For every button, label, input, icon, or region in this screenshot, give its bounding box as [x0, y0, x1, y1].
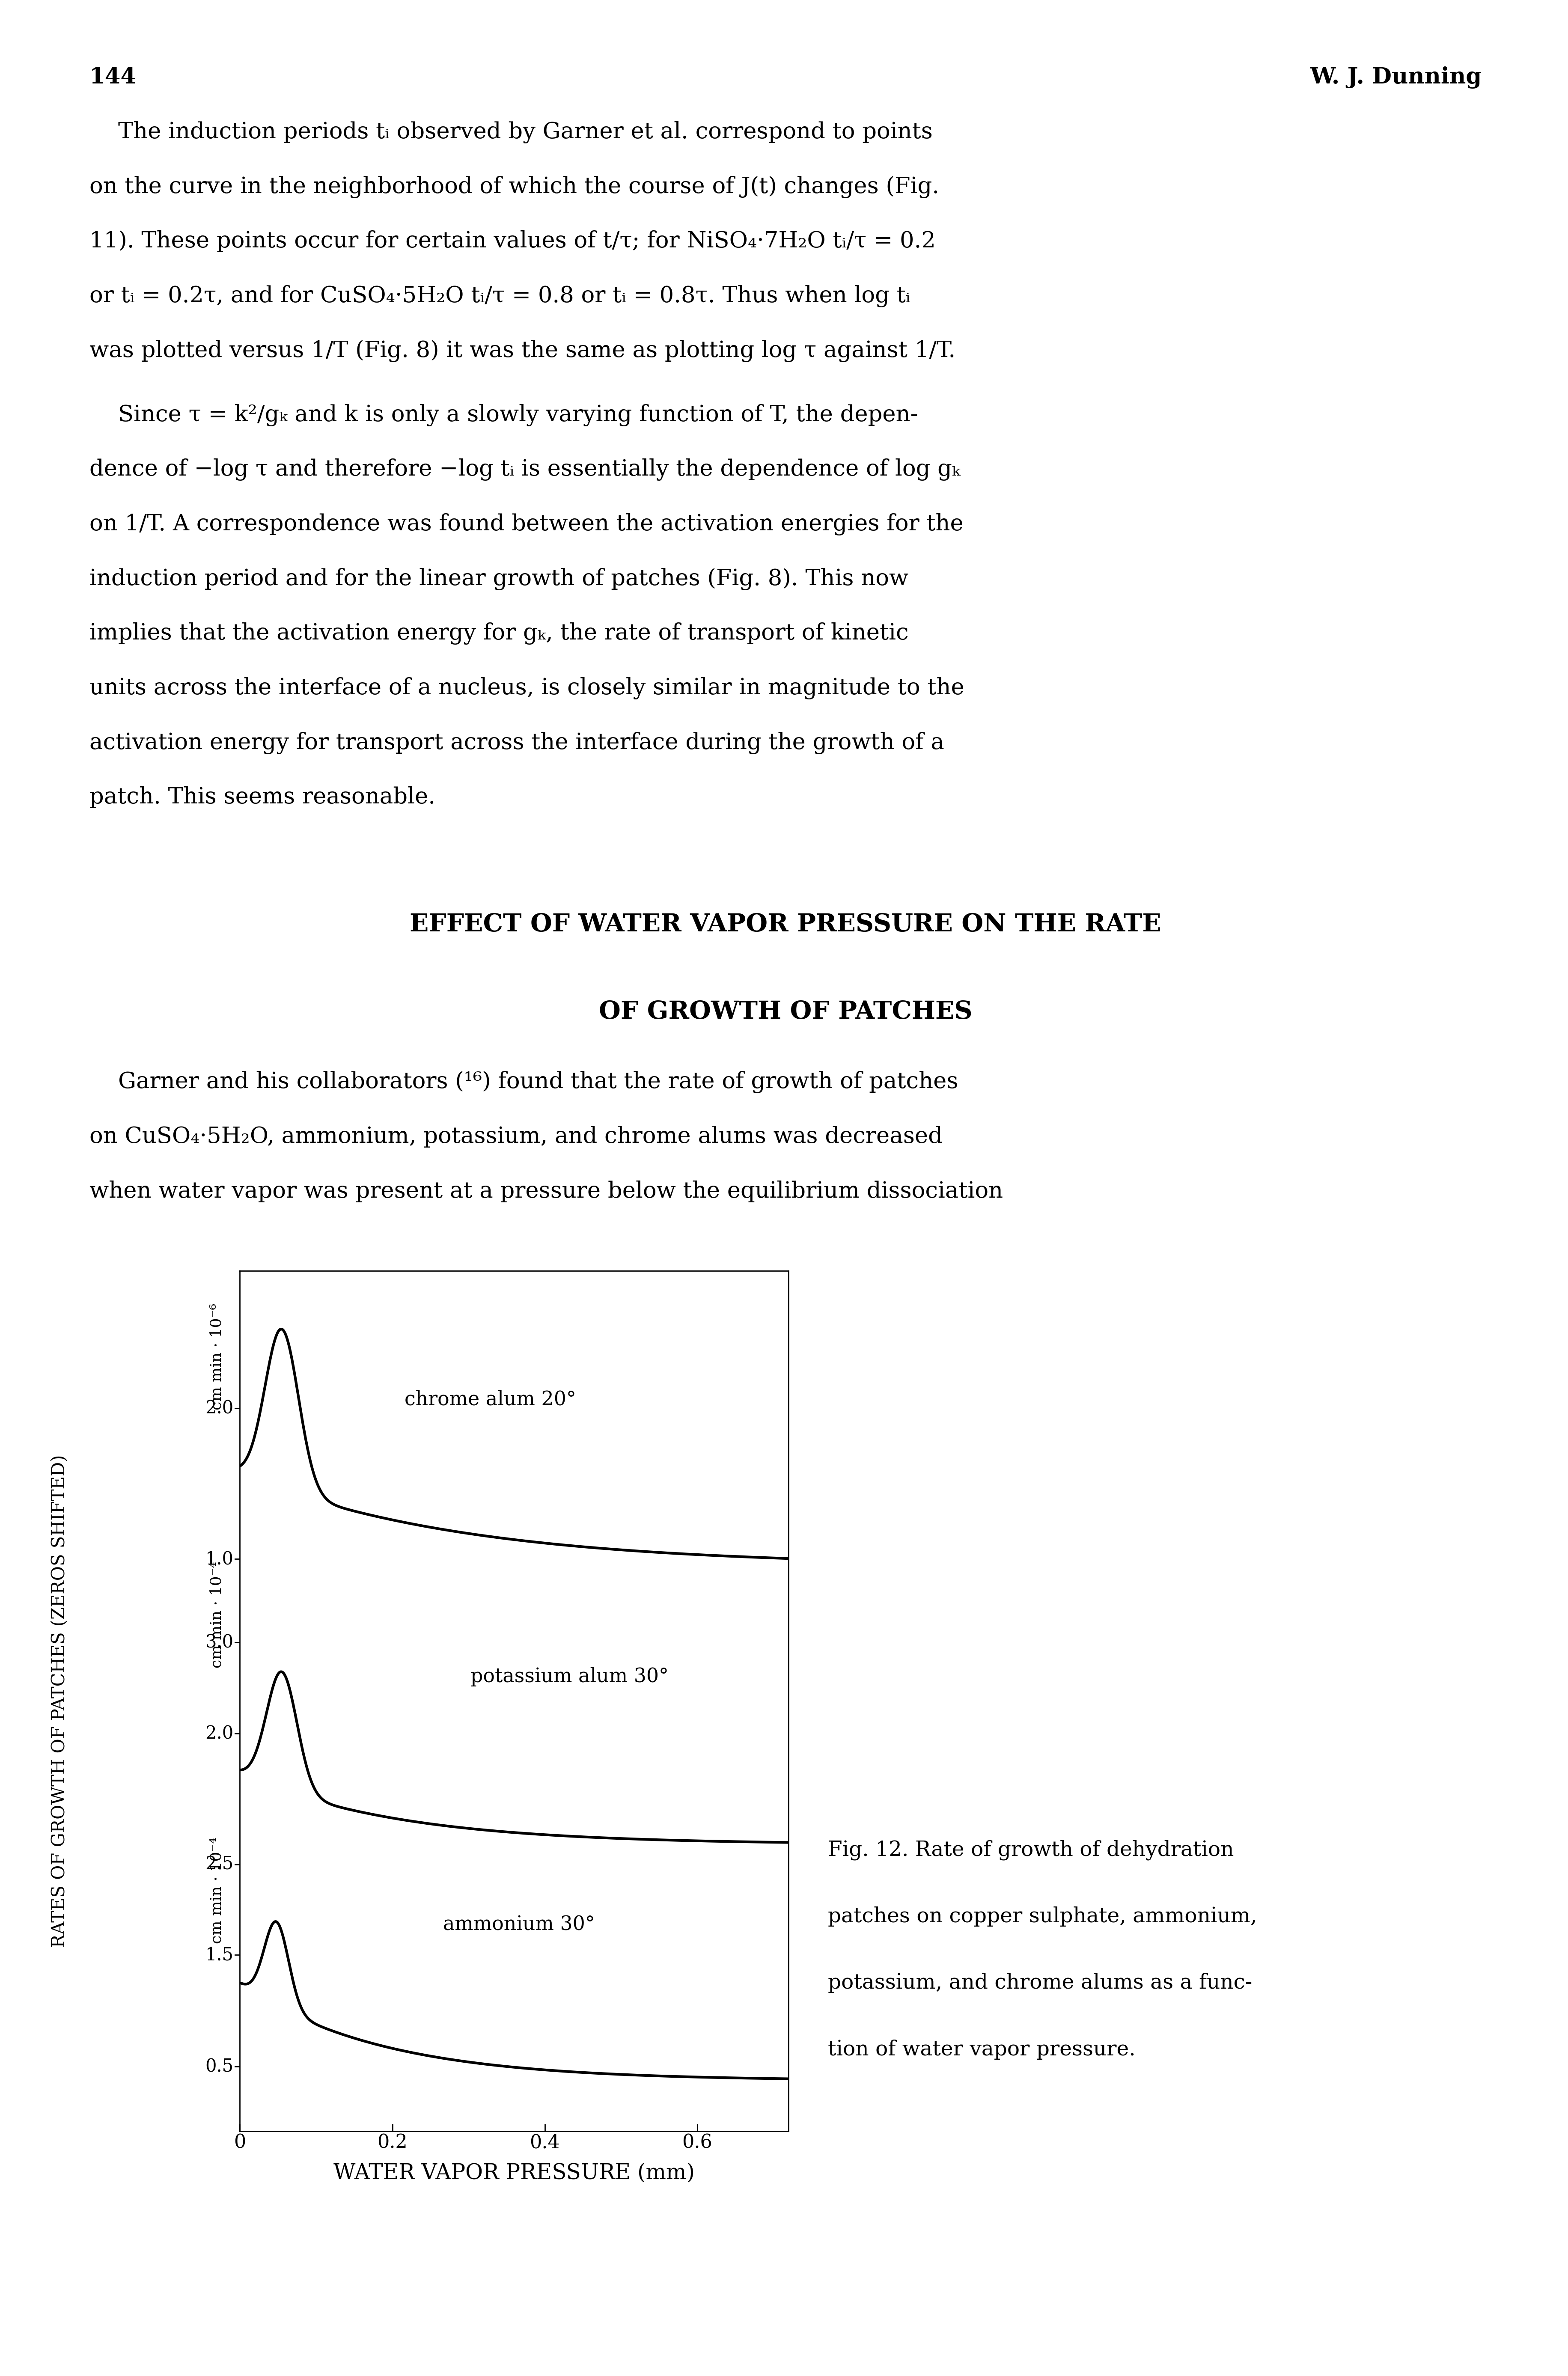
- Text: W. J. Dunning: W. J. Dunning: [1309, 67, 1482, 88]
- Text: or tᵢ = 0.2τ, and for CuSO₄·5H₂O tᵢ/τ = 0.8 or tᵢ = 0.8τ. Thus when log tᵢ: or tᵢ = 0.2τ, and for CuSO₄·5H₂O tᵢ/τ = …: [89, 285, 909, 307]
- Text: was plotted versus 1/T (Fig. 8) it was the same as plotting log τ against 1/T.: was plotted versus 1/T (Fig. 8) it was t…: [89, 340, 955, 361]
- Text: 2.5: 2.5: [205, 1856, 234, 1875]
- Text: on CuSO₄·5H₂O, ammonium, potassium, and chrome alums was decreased: on CuSO₄·5H₂O, ammonium, potassium, and …: [89, 1126, 942, 1148]
- Text: 3.0: 3.0: [205, 1632, 234, 1651]
- Text: tion of water vapor pressure.: tion of water vapor pressure.: [828, 2039, 1135, 2060]
- Text: RATES OF GROWTH OF PATCHES (ZEROS SHIFTED): RATES OF GROWTH OF PATCHES (ZEROS SHIFTE…: [50, 1454, 69, 1948]
- Text: OF GROWTH OF PATCHES: OF GROWTH OF PATCHES: [599, 1000, 972, 1024]
- Text: 11). These points occur for certain values of t/τ; for NiSO₄·7H₂O tᵢ/τ = 0.2: 11). These points occur for certain valu…: [89, 230, 936, 252]
- Text: Garner and his collaborators (¹⁶) found that the rate of growth of patches: Garner and his collaborators (¹⁶) found …: [89, 1072, 958, 1093]
- Text: 2.0: 2.0: [205, 1725, 234, 1742]
- Text: activation energy for transport across the interface during the growth of a: activation energy for transport across t…: [89, 732, 944, 753]
- Text: Since τ = k²/gₖ and k is only a slowly varying function of T, the depen-: Since τ = k²/gₖ and k is only a slowly v…: [89, 404, 917, 425]
- Text: on 1/T. A correspondence was found between the activation energies for the: on 1/T. A correspondence was found betwe…: [89, 513, 963, 535]
- Text: patch. This seems reasonable.: patch. This seems reasonable.: [89, 786, 436, 808]
- Text: The induction periods tᵢ observed by Garner et al. correspond to points: The induction periods tᵢ observed by Gar…: [89, 121, 933, 143]
- Text: ammonium 30°: ammonium 30°: [442, 1915, 594, 1934]
- Text: dence of −log τ and therefore −log tᵢ is essentially the dependence of log gₖ: dence of −log τ and therefore −log tᵢ is…: [89, 459, 960, 480]
- X-axis label: WATER VAPOR PRESSURE (mm): WATER VAPOR PRESSURE (mm): [334, 2162, 695, 2184]
- Text: chrome alum 20°: chrome alum 20°: [405, 1390, 575, 1409]
- Text: induction period and for the linear growth of patches (Fig. 8). This now: induction period and for the linear grow…: [89, 568, 908, 589]
- Text: cm min · 10⁻⁴: cm min · 10⁻⁴: [210, 1561, 224, 1668]
- Text: units across the interface of a nucleus, is closely similar in magnitude to the: units across the interface of a nucleus,…: [89, 677, 964, 699]
- Text: 0.5: 0.5: [205, 2058, 234, 2077]
- Text: potassium alum 30°: potassium alum 30°: [470, 1668, 668, 1687]
- Text: EFFECT OF WATER VAPOR PRESSURE ON THE RATE: EFFECT OF WATER VAPOR PRESSURE ON THE RA…: [409, 912, 1162, 936]
- Text: 1.5: 1.5: [205, 1946, 234, 1965]
- Text: 144: 144: [89, 67, 136, 88]
- Text: patches on copper sulphate, ammonium,: patches on copper sulphate, ammonium,: [828, 1906, 1258, 1927]
- Text: Fig. 12. Rate of growth of dehydration: Fig. 12. Rate of growth of dehydration: [828, 1839, 1234, 1860]
- Text: cm min · 10⁻⁴: cm min · 10⁻⁴: [210, 1837, 224, 1944]
- Text: potassium, and chrome alums as a func-: potassium, and chrome alums as a func-: [828, 1972, 1253, 1993]
- Text: 1.0: 1.0: [205, 1549, 234, 1568]
- Text: cm min · 10⁻⁶: cm min · 10⁻⁶: [210, 1304, 224, 1409]
- Text: on the curve in the neighborhood of which the course of J(t) changes (Fig.: on the curve in the neighborhood of whic…: [89, 176, 939, 197]
- Text: when water vapor was present at a pressure below the equilibrium dissociation: when water vapor was present at a pressu…: [89, 1181, 1004, 1202]
- Text: implies that the activation energy for gₖ, the rate of transport of kinetic: implies that the activation energy for g…: [89, 623, 908, 644]
- Text: 2.0: 2.0: [205, 1399, 234, 1418]
